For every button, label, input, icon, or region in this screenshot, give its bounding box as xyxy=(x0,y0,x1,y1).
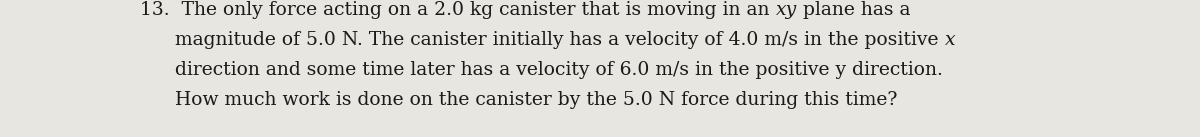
Text: How much work is done on the canister by the 5.0 N force during this time?: How much work is done on the canister by… xyxy=(175,91,898,109)
Text: plane has a: plane has a xyxy=(797,1,911,19)
Text: xy: xy xyxy=(775,1,797,19)
Text: magnitude of 5.0 N. The canister initially has a velocity of 4.0 m/s in the posi: magnitude of 5.0 N. The canister initial… xyxy=(175,31,944,49)
Text: 13.  The only force acting on a 2.0 kg canister that is moving in an: 13. The only force acting on a 2.0 kg ca… xyxy=(140,1,775,19)
Text: direction and some time later has a velocity of 6.0 m/s in the positive y direct: direction and some time later has a velo… xyxy=(175,61,943,79)
Text: x: x xyxy=(944,31,955,49)
